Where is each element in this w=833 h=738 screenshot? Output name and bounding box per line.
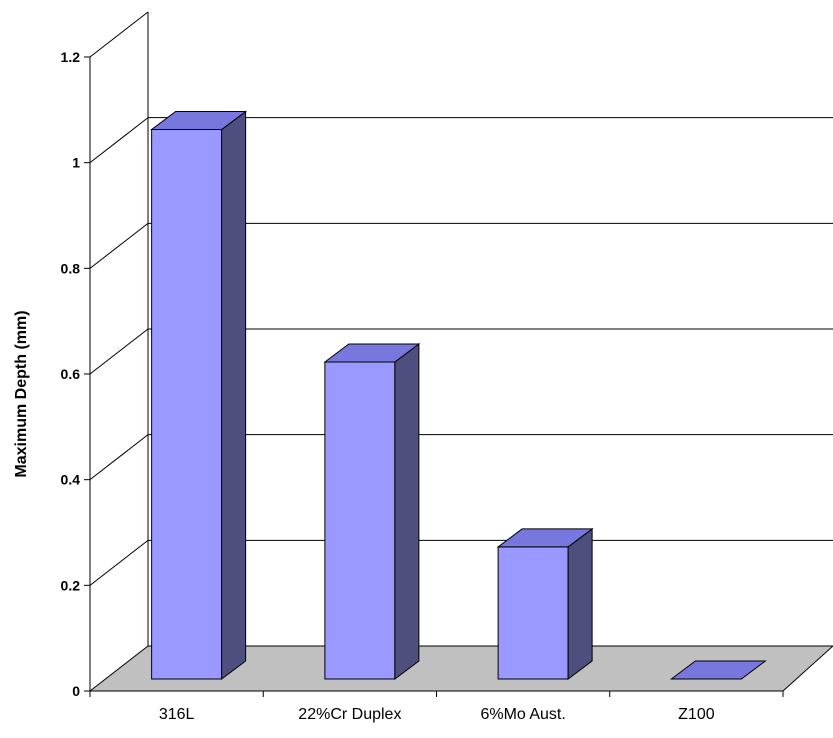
y-tick-label: 0.8: [61, 260, 81, 276]
y-tick-label: 1: [72, 155, 80, 171]
x-category-label: Z100: [678, 706, 715, 723]
chart-walls: [89, 11, 149, 646]
y-tick-label: 1.2: [61, 49, 81, 65]
x-category-label: 22%Cr Duplex: [298, 706, 401, 723]
y-tick-label: 0.4: [61, 472, 81, 488]
x-category-label: 6%Mo Aust.: [480, 706, 565, 723]
bar-front: [324, 361, 396, 680]
y-axis-title: Maximum Depth (mm): [13, 310, 30, 477]
bar-side: [567, 527, 593, 680]
bar: [150, 110, 248, 680]
bars: [150, 110, 767, 680]
bar-top: [323, 343, 421, 363]
gridline-side: [89, 328, 149, 375]
bar-front: [151, 129, 223, 680]
bar: [669, 660, 767, 680]
gridline-side: [89, 539, 149, 586]
gridlines: [89, 117, 833, 586]
y-tick-label: 0: [72, 683, 80, 699]
x-category-label: 316L: [159, 706, 195, 723]
bar: [496, 527, 594, 680]
y-axis-ticks: 0 0.2 0.4 0.6 0.8 1 1.2: [61, 49, 90, 699]
bar-side: [221, 110, 247, 680]
bar: [323, 343, 421, 680]
gridline-side: [89, 222, 149, 269]
bar-top: [150, 111, 248, 131]
y-tick-label: 0.6: [61, 366, 81, 382]
x-axis-categories: 316L 22%Cr Duplex 6%Mo Aust. Z100: [159, 706, 715, 723]
bar-top: [496, 528, 594, 548]
bar-top: [669, 660, 767, 680]
gridline-side: [89, 434, 149, 481]
bar-front: [497, 546, 569, 680]
gridline-side: [89, 117, 149, 164]
side-wall-top-edge: [89, 11, 149, 58]
y-tick-label: 0.2: [61, 577, 81, 593]
bar-side: [394, 343, 420, 680]
